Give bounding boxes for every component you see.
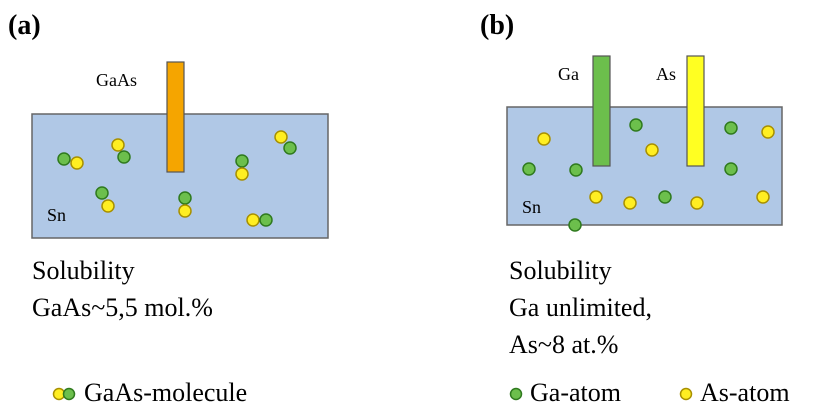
ga-atom: [658, 190, 672, 204]
panel-b-diagram: Ga As Sn: [506, 55, 783, 401]
panel-a-label: (a): [8, 10, 41, 41]
ga-rod: [592, 55, 611, 167]
panel-a-diagram: GaAs Sn: [31, 61, 329, 401]
gaas-molecule: [274, 130, 297, 155]
caption-a-line2: GaAs~5,5 mol.%: [32, 293, 213, 322]
as-atom: [589, 190, 603, 204]
gaas-molecules: [57, 130, 297, 227]
sn-melt-b: [506, 106, 783, 226]
as-atom: [690, 196, 704, 210]
ga-atom: [724, 162, 738, 176]
legend-as-atom-icon: [679, 387, 693, 401]
ga-atom: [629, 118, 643, 132]
as-atom: [537, 132, 551, 146]
gaas-molecule: [178, 191, 192, 218]
caption-b-line2: Ga unlimited,: [509, 293, 652, 322]
gaas-molecule: [246, 213, 273, 227]
as-rod: [686, 55, 705, 167]
gaas-molecule: [235, 154, 249, 181]
ga-atom: [522, 162, 536, 176]
gaas-molecule: [111, 138, 131, 164]
legend-as-text: As-atom: [700, 378, 790, 407]
sn-label-a: Sn: [47, 205, 66, 225]
as-atom: [645, 143, 659, 157]
as-atom: [761, 125, 775, 139]
gaas-rod-label: GaAs: [96, 70, 137, 90]
legend-ga-text: Ga-atom: [530, 378, 621, 407]
gaas-rod: [166, 61, 185, 173]
ga-atom: [568, 218, 582, 232]
caption-a-line1: Solubility: [32, 256, 135, 285]
as-atom: [756, 190, 770, 204]
ga-rod-label: Ga: [558, 64, 579, 84]
ga-atom: [569, 163, 583, 177]
legend-gaas-text: GaAs-molecule: [84, 378, 248, 407]
gaas-molecule: [57, 152, 84, 170]
sn-label-b: Sn: [522, 197, 541, 217]
as-atom: [623, 196, 637, 210]
panel-b-label: (b): [480, 10, 515, 41]
ga-atom: [724, 121, 738, 135]
caption-b-line1: Solubility: [509, 256, 612, 285]
caption-b-line3: As~8 at.%: [509, 330, 619, 359]
as-atoms: [537, 125, 775, 210]
as-rod-label: As: [656, 64, 676, 84]
gaas-molecule: [95, 186, 115, 213]
ga-atoms: [522, 118, 738, 232]
legend-ga-atom-icon: [509, 387, 523, 401]
legend-gaas-molecule-icon: [52, 387, 76, 401]
